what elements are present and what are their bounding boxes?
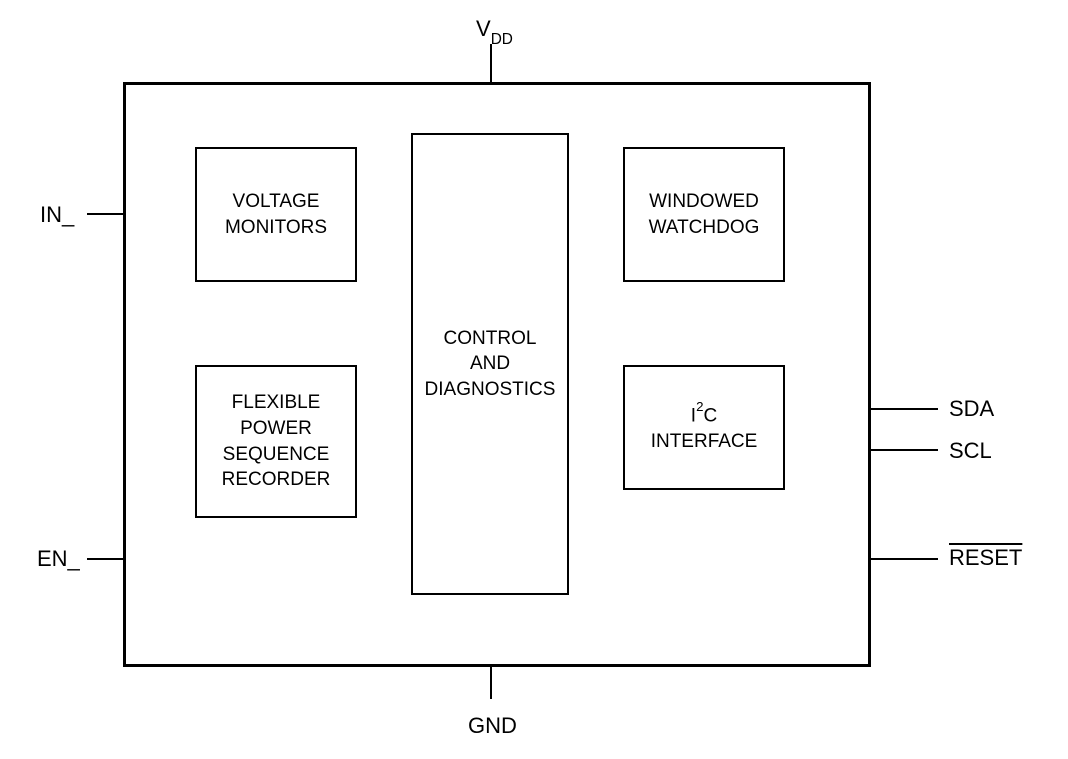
pin-vdd-label: VDD: [476, 16, 513, 46]
block-label: I2C: [691, 401, 717, 429]
block-label: VOLTAGE: [233, 189, 320, 215]
block-label: POWER: [240, 416, 312, 442]
block-windowed-watchdog: WINDOWED WATCHDOG: [623, 147, 785, 282]
block-control-and-diagnostics: CONTROL AND DIAGNOSTICS: [411, 133, 569, 595]
block-diagram: VOLTAGE MONITORS FLEXIBLE POWER SEQUENCE…: [0, 0, 1068, 759]
block-label: FLEXIBLE: [232, 390, 321, 416]
block-label: CONTROL: [444, 326, 537, 352]
block-label: MONITORS: [225, 215, 327, 241]
pin-in-label: IN_: [40, 202, 74, 228]
block-label: DIAGNOSTICS: [425, 377, 556, 403]
pin-sda-label: SDA: [949, 396, 994, 422]
block-label: WINDOWED: [649, 189, 759, 215]
block-label: WATCHDOG: [649, 215, 760, 241]
block-label: INTERFACE: [651, 429, 758, 455]
block-label: AND: [470, 351, 510, 377]
block-label: RECORDER: [222, 467, 331, 493]
pin-reset-label: RESET: [949, 545, 1022, 571]
pin-scl-label: SCL: [949, 438, 992, 464]
block-i2c-interface: I2C INTERFACE: [623, 365, 785, 490]
pin-en-label: EN_: [37, 546, 80, 572]
block-voltage-monitors: VOLTAGE MONITORS: [195, 147, 357, 282]
block-flexible-power-sequence-recorder: FLEXIBLE POWER SEQUENCE RECORDER: [195, 365, 357, 518]
pin-gnd-label: GND: [468, 713, 517, 739]
block-label: SEQUENCE: [223, 442, 330, 468]
